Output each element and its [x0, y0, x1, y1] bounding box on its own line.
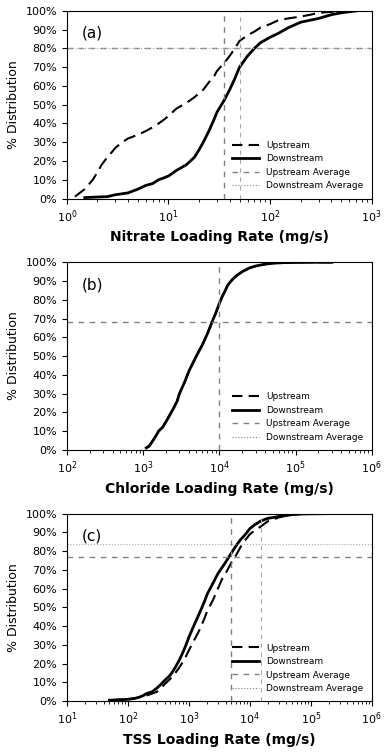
Text: (c): (c) — [82, 529, 102, 544]
Y-axis label: % Distribution: % Distribution — [7, 60, 20, 149]
Legend: Upstream, Downstream, Upstream Average, Downstream Average: Upstream, Downstream, Upstream Average, … — [228, 640, 367, 697]
X-axis label: Nitrate Loading Rate (mg/s): Nitrate Loading Rate (mg/s) — [110, 231, 329, 244]
Legend: Upstream, Downstream, Upstream Average, Downstream Average: Upstream, Downstream, Upstream Average, … — [228, 388, 367, 446]
Y-axis label: % Distribution: % Distribution — [7, 563, 20, 651]
Legend: Upstream, Downstream, Upstream Average, Downstream Average: Upstream, Downstream, Upstream Average, … — [228, 137, 367, 194]
X-axis label: TSS Loading Rate (mg/s): TSS Loading Rate (mg/s) — [123, 733, 315, 747]
X-axis label: Chloride Loading Rate (mg/s): Chloride Loading Rate (mg/s) — [105, 482, 334, 495]
Text: (b): (b) — [82, 277, 103, 293]
Text: (a): (a) — [82, 26, 103, 41]
Y-axis label: % Distribution: % Distribution — [7, 311, 20, 400]
